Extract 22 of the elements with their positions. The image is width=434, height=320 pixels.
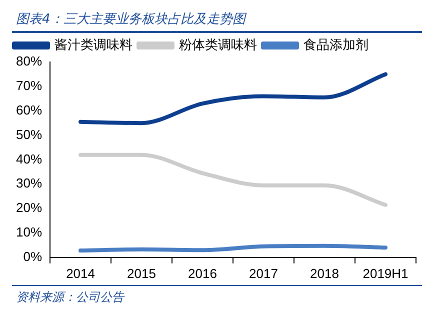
x-tick-label: 2018 bbox=[310, 266, 339, 281]
x-tick-label: 2017 bbox=[249, 266, 278, 281]
legend-label: 粉体类调味料 bbox=[179, 38, 257, 53]
text: 资料来源：公司公告 bbox=[15, 289, 126, 306]
line-series bbox=[78, 152, 388, 207]
y-tick-label: 30% bbox=[16, 176, 42, 191]
y-tick-label: 60% bbox=[16, 102, 42, 118]
y-tick-label: 70% bbox=[16, 78, 42, 94]
legend-label: 酱汁类调味料 bbox=[54, 38, 132, 53]
line-series bbox=[78, 72, 388, 126]
x-tick-label: 2015 bbox=[127, 266, 156, 281]
y-tick-label: 10% bbox=[16, 224, 42, 240]
chart-title: 图表4：三大主要业务板块占比及走势图 bbox=[15, 11, 248, 29]
y-tick-label: 20% bbox=[16, 200, 42, 216]
x-tick-label: 2019H1 bbox=[362, 266, 408, 281]
legend-label: 食品添加剂 bbox=[304, 36, 368, 53]
x-tick-label: 2016 bbox=[188, 266, 217, 281]
y-tick-label: 80% bbox=[16, 54, 42, 69]
y-tick-label: 40% bbox=[16, 151, 42, 166]
y-tick-label: 0% bbox=[23, 248, 42, 264]
x-tick-label: 2014 bbox=[66, 266, 95, 281]
y-tick-label: 50% bbox=[16, 126, 42, 142]
